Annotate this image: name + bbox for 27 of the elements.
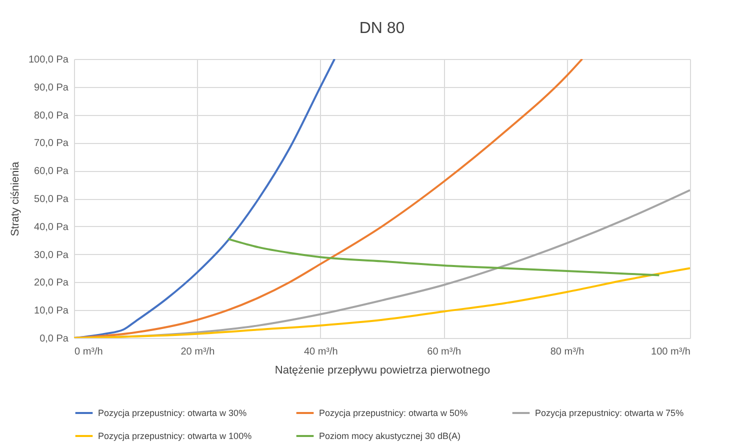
x-axis-title: Natężenie przepływu powietrza pierwotnego	[274, 364, 490, 376]
line-series	[227, 238, 660, 276]
x-tick-label: 100 m³/h	[651, 346, 690, 358]
y-axis-title: Straty ciśnienia	[9, 160, 22, 236]
legend-label: Pozycja przepustnicy: otwarta w 50%	[319, 408, 468, 418]
legend-label: Pozycja przepustnicy: otwarta w 100%	[98, 431, 252, 441]
x-tick-label: 60 m³/h	[427, 346, 462, 358]
y-tick-label: 30,0 Pa	[34, 250, 69, 261]
legend-label: Poziom mocy akustycznej 30 dB(A)	[319, 431, 461, 441]
y-tick-label: 40,0 Pa	[34, 222, 69, 233]
x-tick-label: 40 m³/h	[304, 346, 338, 358]
x-tick-label: 20 m³/h	[180, 346, 215, 358]
y-tick-label: 100,0 Pa	[28, 54, 69, 66]
y-tick-label: 0,0 Pa	[40, 334, 69, 344]
x-tick-label: 80 m³/h	[550, 346, 584, 358]
chart-title: DN 80	[359, 20, 405, 37]
y-tick-label: 50,0 Pa	[34, 194, 69, 205]
y-tick-label: 20,0 Pa	[34, 278, 69, 289]
y-tick-label: 10,0 Pa	[34, 306, 69, 317]
legend-label: Pozycja przepustnicy: otwarta w 75%	[535, 408, 684, 418]
y-tick-label: 90,0 Pa	[34, 82, 69, 94]
legend-label: Pozycja przepustnicy: otwarta w 30%	[98, 408, 247, 418]
y-tick-label: 70,0 Pa	[34, 138, 69, 150]
y-tick-label: 80,0 Pa	[34, 110, 69, 122]
y-tick-label: 60,0 Pa	[34, 166, 69, 178]
x-tick-label: 0 m³/h	[74, 346, 103, 358]
line-series	[74, 267, 690, 338]
